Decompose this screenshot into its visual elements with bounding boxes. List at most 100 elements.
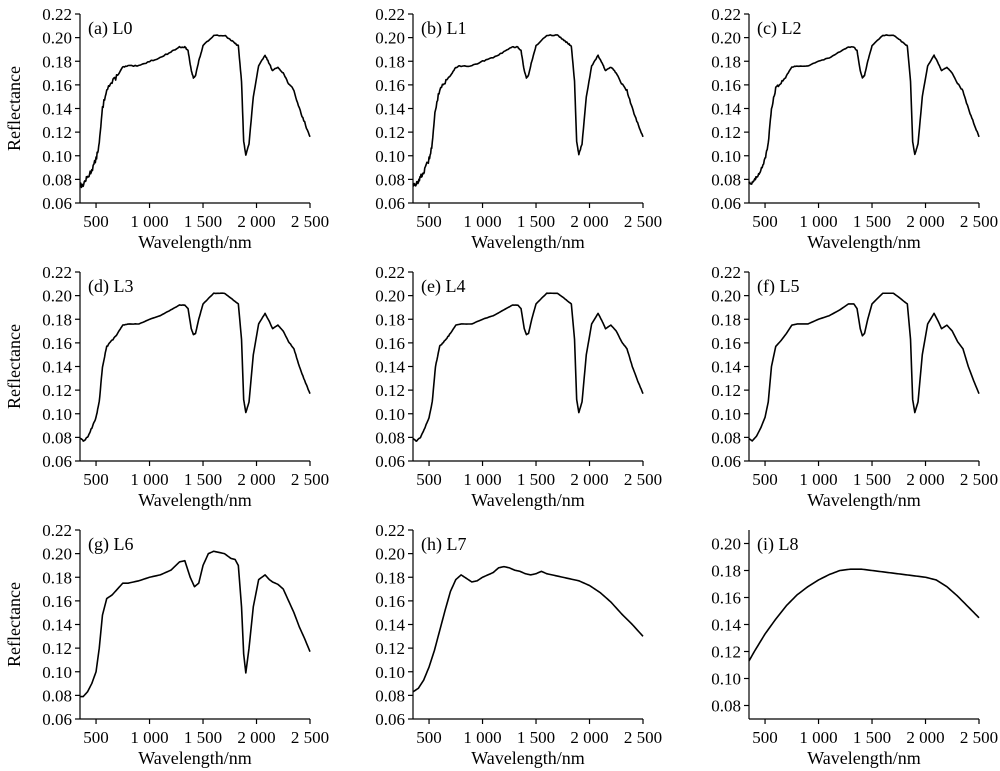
panel-3-spectrum-line (748, 34, 980, 185)
panel-3-x-axis-title: Wavelength/nm (807, 232, 921, 252)
panel-1-ytick-label: 0.14 (42, 100, 72, 119)
panel-7-xtick-label: 2 500 (291, 728, 329, 747)
panel-2-xtick-label: 2 000 (570, 212, 608, 231)
panel-1-ytick-label: 0.16 (42, 76, 72, 95)
panel-7-ytick-label: 0.20 (42, 545, 72, 564)
panel-1-label: (a) L0 (88, 18, 132, 39)
panel-7-xtick-label: 1 000 (130, 728, 168, 747)
panel-2-ytick-label: 0.10 (375, 147, 405, 166)
panel-2-ytick-label: 0.20 (375, 29, 405, 48)
panel-3-ytick-label: 0.10 (711, 147, 741, 166)
panel-3-ytick-label: 0.22 (711, 5, 741, 24)
panel-1-xtick-label: 2 500 (291, 212, 329, 231)
panel-6-ytick-label: 0.18 (711, 310, 741, 329)
panel-1-ytick-label: 0.06 (42, 194, 72, 213)
panel-9-xtick-label: 500 (752, 728, 778, 747)
panel-8-spectrum-line (412, 565, 644, 693)
panel-3-xtick-label: 500 (752, 212, 778, 231)
panel-7-ytick-label: 0.14 (42, 616, 72, 635)
panel-7-spectrum-line (79, 550, 311, 698)
panel-5-x-axis-title: Wavelength/nm (471, 490, 585, 510)
panel-1-x-axis-title: Wavelength/nm (138, 232, 252, 252)
panel-7-ytick-label: 0.08 (42, 686, 72, 705)
panel-1-spectrum-line (79, 34, 311, 189)
panel-6-xtick-label: 2 500 (960, 470, 998, 489)
panel-6-xtick-label: 500 (752, 470, 778, 489)
panel-1-ytick-label: 0.12 (42, 123, 72, 142)
panel-4-x-axis-title: Wavelength/nm (138, 490, 252, 510)
panel-1-ytick-label: 0.10 (42, 147, 72, 166)
panel-3-ytick-label: 0.08 (711, 170, 741, 189)
panel-6-ytick-label: 0.12 (711, 381, 741, 400)
panel-3: 0.06 0.08 0.10 0.12 0.14 0.16 0.18 0.20 0.22 500 1… (711, 5, 998, 252)
panel-4-spectrum-line (79, 292, 311, 442)
panel-9-ytick-label: 0.12 (711, 643, 741, 662)
panel-6-x-axis-title: Wavelength/nm (807, 490, 921, 510)
panel-7-ytick-label: 0.22 (42, 521, 72, 540)
panel-7-xtick-label: 500 (83, 728, 109, 747)
panel-9-ytick-label: 0.20 (711, 535, 741, 554)
panel-4-ytick-label: 0.06 (42, 452, 72, 471)
panel-7-x-axis-title: Wavelength/nm (138, 748, 252, 768)
panel-8-ytick-label: 0.10 (375, 663, 405, 682)
panel-7-ytick-label: 0.10 (42, 663, 72, 682)
panel-6-xtick-label: 2 000 (906, 470, 944, 489)
panel-9-spectrum-line (748, 568, 980, 662)
panel-2-ytick-label: 0.16 (375, 76, 405, 95)
panel-4-ytick-label: 0.18 (42, 310, 72, 329)
panel-5-xtick-label: 1 500 (517, 470, 555, 489)
panel-9-ytick-label: 0.14 (711, 616, 741, 635)
panel-9-xtick-label: 1 500 (853, 728, 891, 747)
panel-6-ytick-label: 0.16 (711, 334, 741, 353)
panel-2-xtick-label: 2 500 (624, 212, 662, 231)
panel-5-xtick-label: 2 000 (570, 470, 608, 489)
panel-8-xtick-label: 1 500 (517, 728, 555, 747)
panel-4-xtick-label: 1 500 (184, 470, 222, 489)
panel-8-xtick-label: 2 000 (570, 728, 608, 747)
panel-9-x-axis-title: Wavelength/nm (807, 748, 921, 768)
panel-7-label: (g) L6 (88, 534, 133, 555)
panel-4-ytick-label: 0.14 (42, 358, 72, 377)
panel-2-ytick-label: 0.06 (375, 194, 405, 213)
panel-5-xtick-label: 1 000 (463, 470, 501, 489)
panel-2-ytick-label: 0.08 (375, 170, 405, 189)
panel-8-ytick-label: 0.22 (375, 521, 405, 540)
panel-6-ytick-label: 0.08 (711, 428, 741, 447)
panel-9: 0.08 0.10 0.12 0.14 0.16 0.18 0.20 500 1 000 1 50… (711, 530, 998, 768)
panel-8-ytick-label: 0.14 (375, 616, 405, 635)
panel-4-xtick-label: 2 500 (291, 470, 329, 489)
panel-2-ytick-label: 0.18 (375, 52, 405, 71)
panel-3-ytick-label: 0.14 (711, 100, 741, 119)
panel-1-y-axis-title: Reflectance (4, 66, 24, 151)
panel-9-ytick-label: 0.08 (711, 697, 741, 716)
panel-5-xtick-label: 500 (416, 470, 442, 489)
panel-3-xtick-label: 2 500 (960, 212, 998, 231)
panel-5-ytick-label: 0.20 (375, 287, 405, 306)
panel-2-ytick-label: 0.14 (375, 100, 405, 119)
panel-3-ytick-label: 0.16 (711, 76, 741, 95)
panel-3-xtick-label: 2 000 (906, 212, 944, 231)
panel-5-ytick-label: 0.16 (375, 334, 405, 353)
panel-1-xtick-label: 1 000 (130, 212, 168, 231)
panel-8-xtick-label: 500 (416, 728, 442, 747)
panel-8-ytick-label: 0.06 (375, 710, 405, 729)
panel-8-xtick-label: 2 500 (624, 728, 662, 747)
panel-6-xtick-label: 1 500 (853, 470, 891, 489)
panel-7-xtick-label: 1 500 (184, 728, 222, 747)
panel-8-ytick-label: 0.12 (375, 639, 405, 658)
panel-8-label: (h) L7 (421, 534, 466, 555)
panel-4-ytick-label: 0.20 (42, 287, 72, 306)
panel-2-spectrum-line (412, 34, 644, 187)
panel-3-ytick-label: 0.06 (711, 194, 741, 213)
panel-4-ytick-label: 0.10 (42, 405, 72, 424)
panel-9-ytick-label: 0.10 (711, 670, 741, 689)
panel-5-ytick-label: 0.12 (375, 381, 405, 400)
panel-2-ytick-label: 0.22 (375, 5, 405, 24)
panel-6-xtick-label: 1 000 (799, 470, 837, 489)
panel-7-ytick-label: 0.12 (42, 639, 72, 658)
panel-4-ytick-label: 0.16 (42, 334, 72, 353)
panel-5-ytick-label: 0.22 (375, 263, 405, 282)
panel-7-ytick-label: 0.16 (42, 592, 72, 611)
panel-4: 0.06 0.08 0.10 0.12 0.14 0.16 0.18 0.20 0.22 500 1… (4, 263, 329, 510)
panel-7-ytick-label: 0.06 (42, 710, 72, 729)
